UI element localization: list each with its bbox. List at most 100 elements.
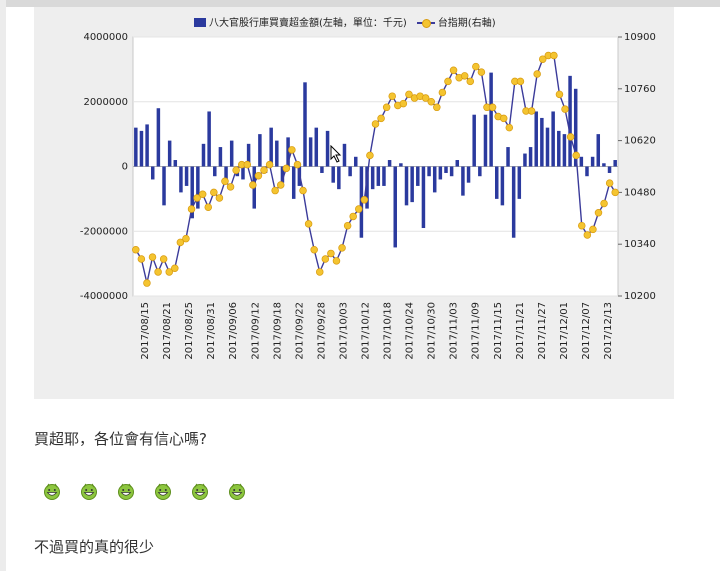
index-point (538, 55, 547, 63)
bar-mark (269, 127, 273, 167)
index-point (405, 90, 413, 99)
index-point (132, 246, 140, 254)
index-point (460, 72, 469, 80)
bar-mark (354, 156, 358, 167)
bar-mark (173, 160, 178, 167)
bar-mark (511, 166, 516, 238)
grinning-green-face-icon (228, 482, 246, 500)
grinning-green-face-icon (80, 482, 98, 500)
index-point (505, 123, 514, 132)
bar-mark (145, 124, 149, 167)
post-text-line-2: 不過買的真的很少 (34, 538, 155, 556)
index-point (165, 268, 173, 276)
top-border (0, 0, 720, 7)
index-point (449, 66, 458, 75)
left-axis-tick-label: -2000000 (80, 226, 128, 237)
bar-mark (286, 137, 290, 167)
index-point (382, 103, 391, 112)
x-tick-label: 2017/09/28 (316, 302, 327, 360)
index-point (293, 160, 302, 169)
index-point (371, 120, 380, 128)
bar-mark (156, 108, 161, 167)
index-point (215, 194, 224, 202)
index-point (578, 221, 586, 230)
index-point (583, 231, 592, 239)
bar-mark (495, 166, 499, 199)
index-point (304, 220, 313, 228)
index-point (555, 90, 564, 99)
bar-mark (224, 166, 228, 183)
index-point (288, 146, 296, 154)
bar-mark (365, 166, 369, 209)
index-point (355, 205, 363, 213)
bar-mark (472, 114, 476, 167)
index-point (388, 92, 396, 100)
bar-mark (241, 166, 245, 180)
index-point (271, 186, 279, 195)
bar-mark (444, 166, 448, 173)
bar-mark (432, 166, 437, 193)
bar-mark (478, 166, 482, 177)
bar-mark (382, 166, 386, 186)
bar-mark (337, 166, 341, 190)
x-tick-label: 2017/09/06 (228, 302, 239, 360)
legend-bar-label: 八大官股行庫買賣超金額(左軸，單位：千元) (209, 18, 407, 29)
x-tick-label: 2017/11/15 (493, 302, 504, 360)
index-point (193, 194, 201, 202)
bar-mark (320, 166, 324, 173)
x-tick-label: 2017/11/03 (449, 302, 460, 360)
bar-mark (585, 166, 589, 177)
index-point (321, 255, 330, 263)
bar-mark (410, 166, 414, 203)
bar-mark (179, 166, 183, 193)
bar-mark (449, 166, 454, 177)
x-tick-label: 2017/11/27 (537, 302, 548, 360)
x-tick-label: 2017/09/18 (272, 302, 283, 360)
index-point (254, 172, 263, 180)
index-point (477, 68, 486, 76)
index-point (349, 212, 357, 221)
bar-mark (258, 134, 262, 167)
right-axis-tick-label: 10760 (624, 84, 656, 95)
index-point (221, 177, 229, 186)
bar-mark (275, 140, 279, 167)
index-point (243, 160, 252, 169)
bar-mark (613, 160, 617, 167)
index-point (182, 234, 190, 243)
x-tick-label: 2017/09/22 (294, 302, 305, 360)
bar-mark (568, 75, 572, 167)
index-point (516, 77, 525, 86)
index-point (421, 94, 430, 102)
index-point (433, 103, 441, 112)
bar-mark (325, 130, 330, 167)
bar-mark (557, 130, 561, 167)
right-axis-tick-label: 10620 (624, 136, 656, 147)
x-tick-label: 2017/10/12 (360, 302, 371, 360)
index-point (198, 190, 207, 199)
index-point (210, 188, 218, 197)
index-point (472, 62, 480, 71)
bar-mark (489, 72, 493, 167)
index-point (276, 181, 285, 189)
bar-mark (370, 166, 375, 190)
post-text-line-1: 買超耶，各位會有信心嗎? (34, 430, 207, 448)
bar-mark (167, 140, 172, 167)
index-point (427, 97, 435, 106)
index-point (176, 238, 185, 247)
bar-mark (393, 166, 397, 248)
bar-mark (303, 82, 307, 167)
x-tick-label: 2017/10/24 (405, 302, 416, 360)
index-point (204, 203, 213, 211)
bar-mark (331, 166, 335, 183)
bar-mark (348, 166, 352, 177)
bar-mark (506, 147, 510, 167)
grinning-green-face-icon (154, 482, 172, 500)
left-axis-tick-label: 4000000 (83, 32, 128, 43)
index-point (332, 257, 341, 265)
x-tick-label: 2017/11/21 (515, 302, 526, 360)
bar-mark (399, 163, 403, 167)
index-point (444, 77, 452, 86)
left-axis-tick-label: 2000000 (83, 97, 128, 108)
bar-mark (308, 137, 313, 167)
index-point (282, 164, 291, 173)
